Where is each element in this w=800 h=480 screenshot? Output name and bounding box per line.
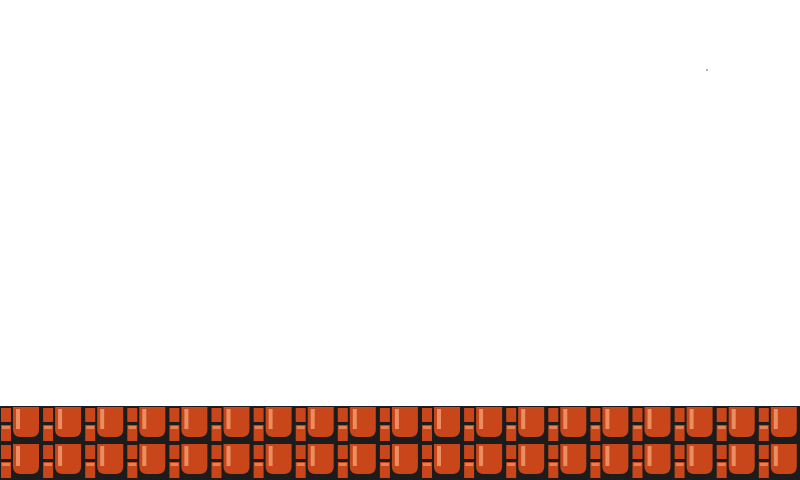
brick-tile [631, 406, 675, 443]
brick-tile [547, 406, 590, 443]
brick-tile [631, 443, 675, 480]
brick-ground [0, 406, 800, 480]
brick-tile [421, 406, 464, 443]
brick-tile [252, 443, 296, 480]
brick-tile [0, 443, 43, 480]
distant-speck [706, 69, 708, 71]
brick-tile [252, 406, 296, 443]
brick-tile [589, 406, 632, 443]
sky-background [0, 0, 800, 406]
brick-tile [673, 443, 717, 480]
brick-tile [589, 443, 632, 480]
brick-tile [210, 406, 254, 443]
brick-tile [42, 443, 85, 480]
brick-tile [378, 443, 422, 480]
brick-tile [757, 406, 800, 443]
brick-tile [336, 406, 380, 443]
brick-tile [378, 406, 422, 443]
brick-tile [210, 443, 254, 480]
brick-tile [126, 406, 169, 443]
brick-tile [757, 443, 800, 480]
brick-tile [463, 443, 506, 480]
brick-tile [84, 406, 127, 443]
brick-tile [294, 443, 338, 480]
brick-tile [126, 443, 169, 480]
brick-tile [84, 443, 127, 480]
brick-tile [505, 406, 548, 443]
brick-tile [168, 406, 211, 443]
brick-tile [336, 443, 380, 480]
brick-tile [294, 406, 338, 443]
brick-tile [673, 406, 717, 443]
brick-tile [715, 406, 759, 443]
brick-tile [0, 406, 43, 443]
brick-tile [547, 443, 590, 480]
brick-tile [463, 406, 506, 443]
brick-tile [42, 406, 85, 443]
brick-tile [421, 443, 464, 480]
brick-tile [715, 443, 759, 480]
brick-tile [168, 443, 211, 480]
brick-tile [505, 443, 548, 480]
